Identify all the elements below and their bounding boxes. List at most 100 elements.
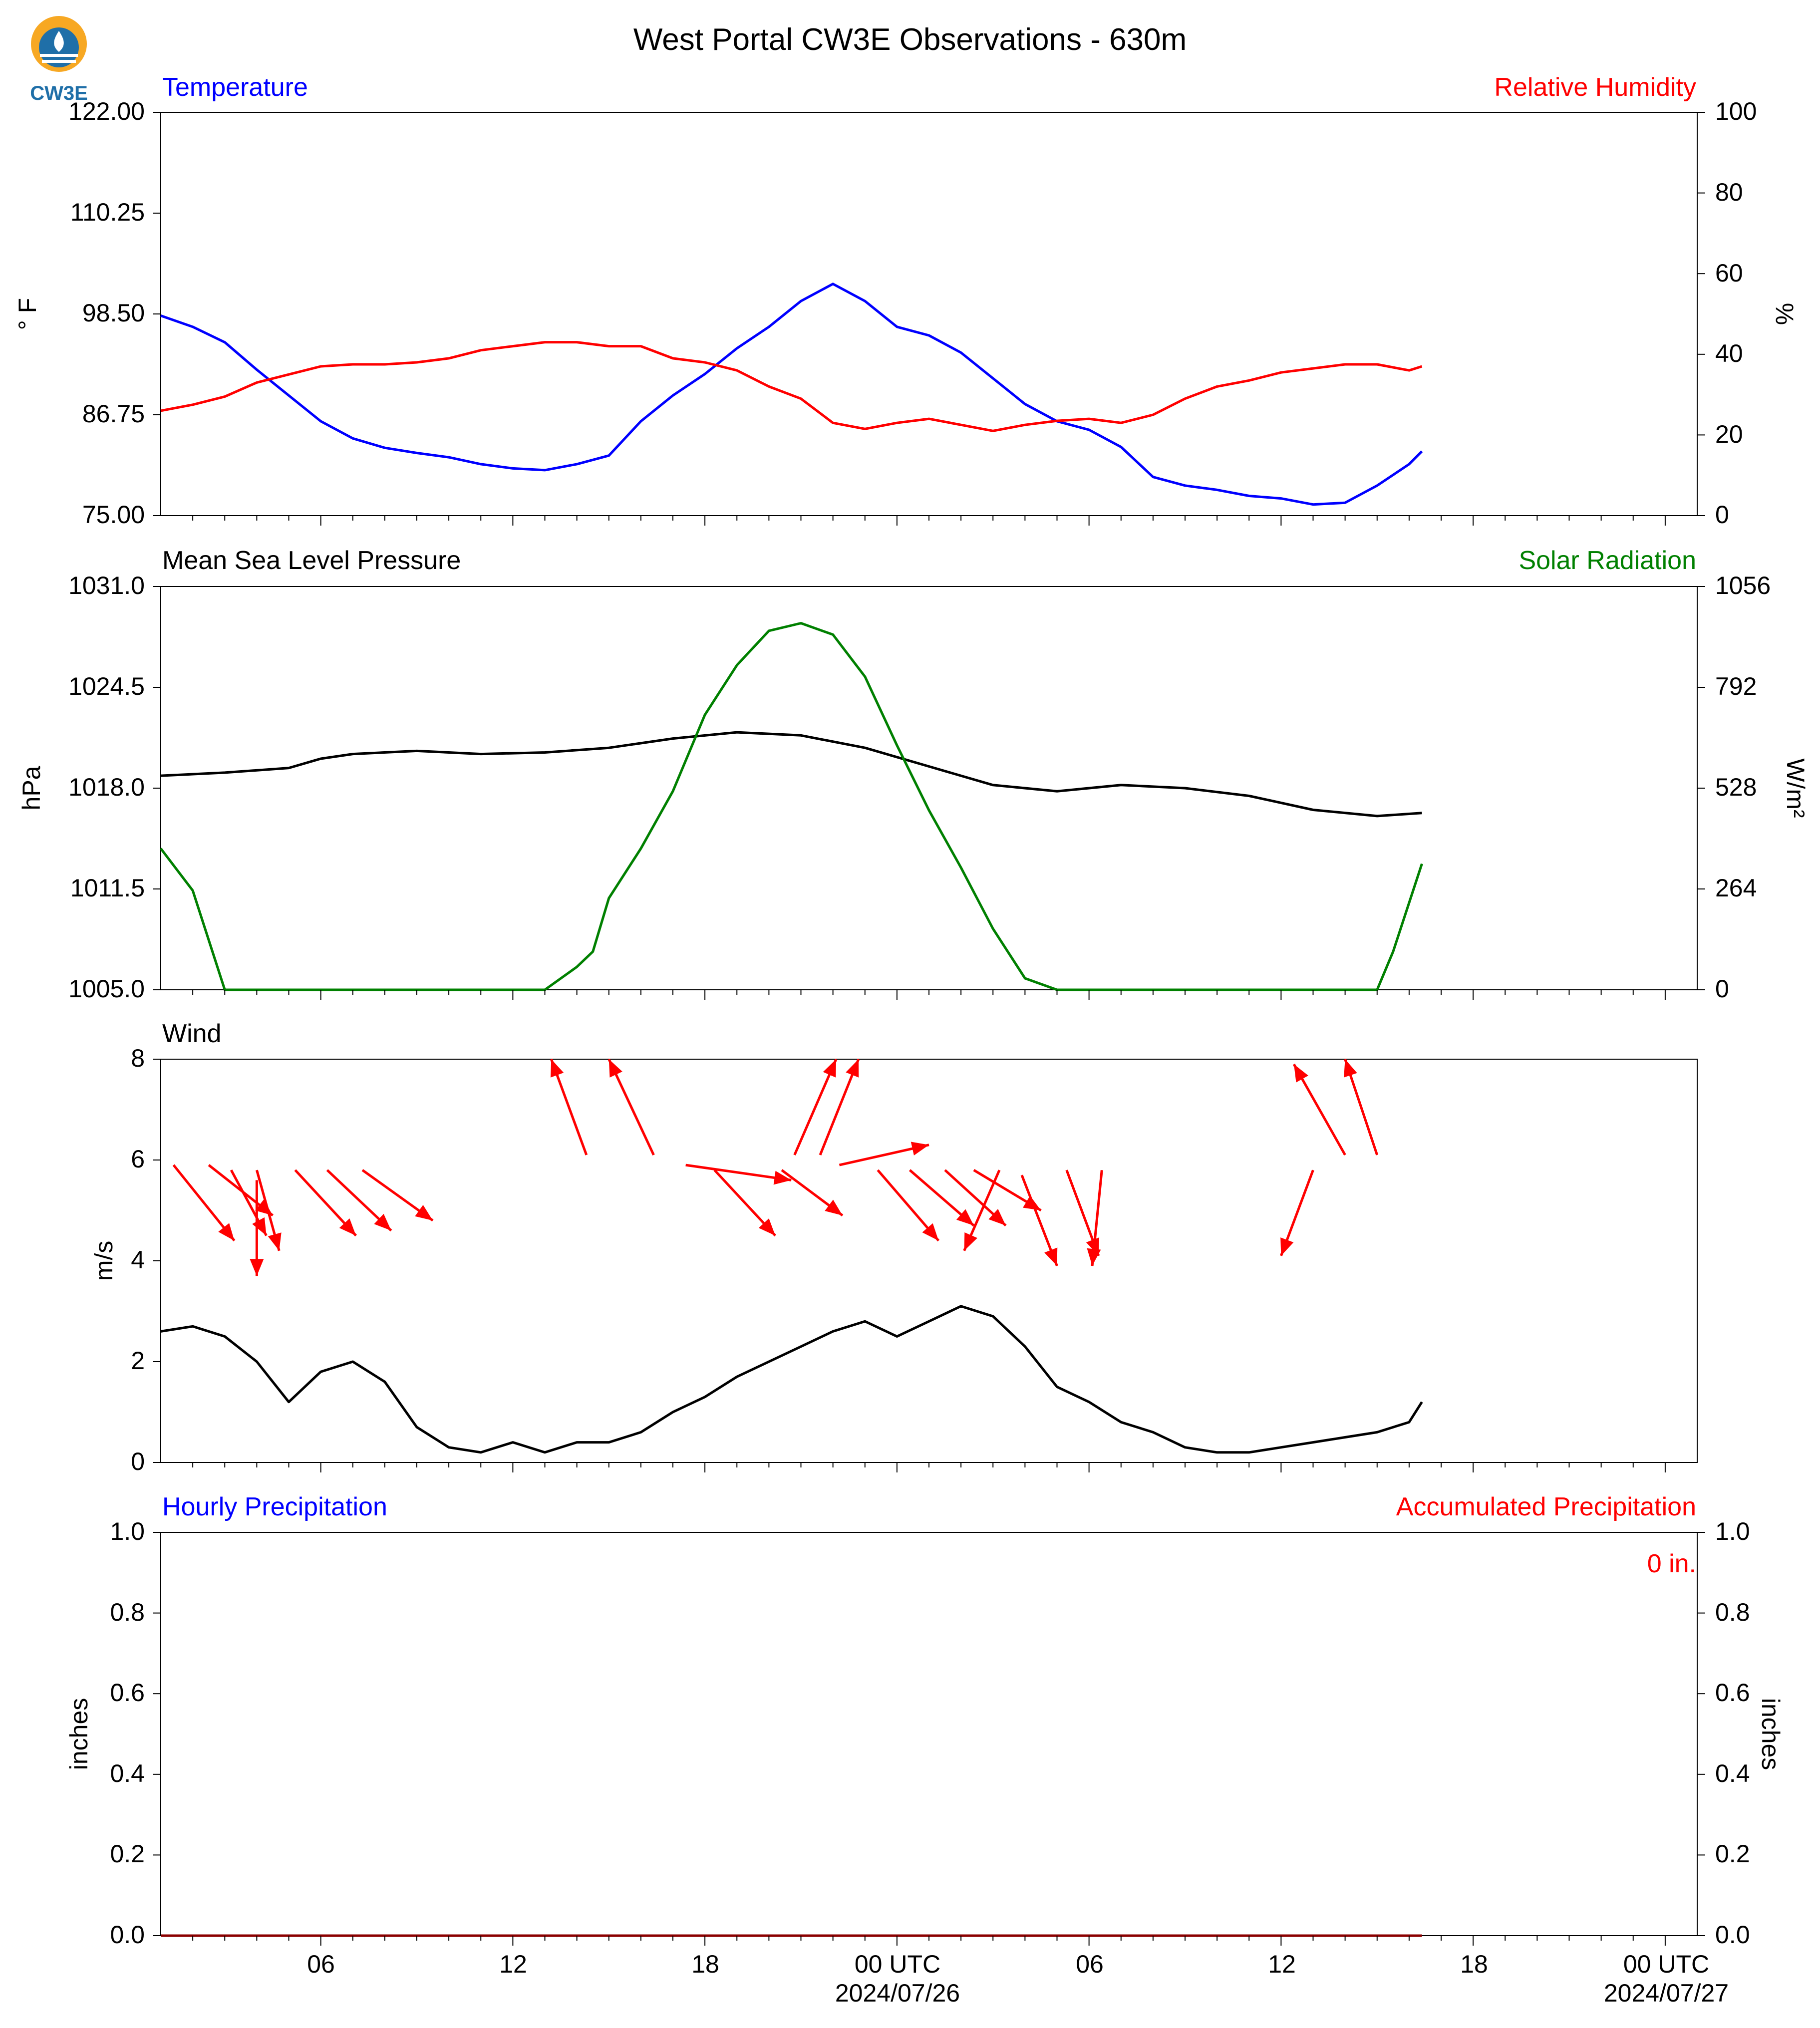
series-group [160, 1305, 1423, 1454]
wind-arrow-head [773, 1170, 792, 1185]
temperature-line [160, 283, 1423, 506]
temperature-humidity-panel: Temperature Relative Humidity ° F % 75.0… [13, 73, 1799, 529]
wind-arrow-head [1044, 1247, 1058, 1266]
wind-arrow-head [964, 1232, 977, 1251]
accumulated-precip-title: Accumulated Precipitation [1396, 1492, 1696, 1521]
x-tick-label: 12 [499, 1950, 527, 1978]
y-tick-label-right: 0.2 [1715, 1840, 1750, 1868]
wind-arrow-shaft [607, 1058, 655, 1156]
y-tick-label-right: 528 [1715, 773, 1757, 801]
wind-yticks: 0 2 4 6 8 [131, 1044, 145, 1475]
wind-arrows [172, 1058, 1379, 1276]
accum-yticks: 0.0 0.2 0.4 0.6 0.8 1.0 [1715, 1517, 1750, 1949]
panel-frame [160, 1059, 1698, 1463]
pressure-yticks: 1005.0 1011.5 1018.0 1024.5 1031.0 [68, 572, 145, 1003]
y-tick-label-right: 1.0 [1715, 1517, 1750, 1545]
y-tick-label-right: 100 [1715, 97, 1757, 125]
x-tick-labels: 06 12 18 00 UTC 2024/07/26 06 12 18 00 U… [307, 1950, 1729, 2007]
wind-arrow-head [910, 1142, 929, 1156]
x-tick-label: 12 [1268, 1950, 1296, 1978]
mean-sea-level-pressure-line [160, 731, 1422, 818]
series-group [160, 622, 1423, 991]
y-tick-label-right: 0.4 [1715, 1759, 1750, 1787]
x-tick-label: 00 UTC [855, 1950, 940, 1978]
y-tick-label: 0.4 [110, 1759, 145, 1787]
y-tick-label: 4 [131, 1246, 145, 1274]
hourly-precip-title: Hourly Precipitation [162, 1492, 387, 1521]
wind-arrow-head [1280, 1237, 1294, 1256]
humidity-axis-label: % [1771, 303, 1799, 325]
y-tick-label-right: 40 [1715, 339, 1743, 367]
wind-arrow-head [1087, 1248, 1101, 1266]
y-tick-label-right: 60 [1715, 259, 1743, 287]
y-tick-label-right: 792 [1715, 672, 1757, 700]
relative-humidity-line [160, 341, 1423, 432]
wind-arrow-shaft [685, 1163, 792, 1181]
solar-yticks: 0 264 528 792 1056 [1715, 572, 1771, 1003]
pressure-title: Mean Sea Level Pressure [162, 546, 461, 575]
cw3e-logo: CW3E [30, 16, 88, 104]
humidity-yticks: 0 20 40 60 80 100 [1715, 97, 1757, 529]
wind-title: Wind [162, 1019, 221, 1048]
y-tick-label: 1031.0 [68, 572, 145, 599]
precipitation-panel: Hourly Precipitation Accumulated Precipi… [65, 1492, 1785, 1949]
wind-arrow-head [988, 1209, 1006, 1226]
y-tick-label: 0.6 [110, 1679, 145, 1707]
wind-arrow-head [550, 1059, 564, 1078]
y-tick-label: 6 [131, 1145, 145, 1173]
y-tick-label: 1018.0 [68, 773, 145, 801]
y-tick-label-right: 0.6 [1715, 1679, 1750, 1707]
wind-arrow-head [415, 1205, 433, 1221]
x-tick-date-label: 2024/07/27 [1604, 1979, 1729, 2007]
y-tick-label-right: 0 [1715, 501, 1729, 529]
y-tick-label-right: 264 [1715, 874, 1757, 902]
y-tick-label: 98.50 [82, 299, 145, 327]
solar-radiation-line [160, 622, 1423, 991]
y-tick-label: 0.0 [110, 1921, 145, 1949]
y-tick-label-right: 80 [1715, 178, 1743, 206]
y-tick-label: 122.00 [68, 97, 145, 125]
relative-humidity-title: Relative Humidity [1494, 73, 1696, 102]
x-tick-marks [153, 112, 1705, 1946]
temperature-yticks: 75.00 86.75 98.50 110.25 122.00 [68, 97, 145, 529]
x-tick-label: 00 UTC [1623, 1950, 1709, 1978]
wind-arrow-shaft [793, 1059, 838, 1156]
wind-arrow-shaft [550, 1059, 588, 1156]
wind-arrow-head [1294, 1064, 1308, 1083]
wind-line [160, 1305, 1423, 1454]
panel-frame [160, 112, 1698, 516]
wind-axis-label: m/s [90, 1241, 118, 1281]
wind-arrow-head [218, 1223, 235, 1241]
precip-yticks: 0.0 0.2 0.4 0.6 0.8 1.0 [110, 1517, 145, 1949]
y-tick-label: 1024.5 [68, 672, 145, 700]
precip-axis-label: inches [65, 1698, 93, 1770]
pressure-axis-label: hPa [17, 766, 45, 810]
x-tick-label: 18 [1460, 1950, 1488, 1978]
figure-title: West Portal CW3E Observations - 630m [633, 22, 1187, 57]
accumulated-precip-total: 0 in. [1647, 1549, 1696, 1578]
accum-axis-label: inches [1757, 1698, 1785, 1770]
wind-arrow-head [608, 1059, 622, 1078]
y-tick-label-right: 20 [1715, 420, 1743, 448]
wind-panel: Wind m/s 0 2 4 6 8 [90, 1019, 1698, 1475]
y-tick-label: 0 [131, 1448, 145, 1475]
temperature-axis-label: ° F [13, 298, 41, 330]
wind-arrow-head [250, 1259, 264, 1276]
wind-arrow-head [922, 1223, 939, 1241]
wind-arrow-head [268, 1232, 282, 1251]
logo-text: CW3E [30, 82, 88, 104]
solar-axis-label: W/m² [1782, 758, 1810, 818]
series-group [160, 283, 1423, 506]
y-tick-label: 1005.0 [68, 975, 145, 1003]
y-tick-label-right: 0 [1715, 975, 1729, 1003]
wind-arrow-head [252, 1217, 267, 1236]
y-tick-label: 0.8 [110, 1598, 145, 1626]
wind-arrow-head [374, 1213, 391, 1231]
wind-arrow-head [846, 1059, 859, 1078]
wind-arrow-head [339, 1218, 356, 1236]
y-tick-label: 86.75 [82, 400, 145, 428]
y-tick-label-right: 0.0 [1715, 1921, 1750, 1949]
y-tick-label: 8 [131, 1044, 145, 1072]
x-tick-label: 06 [1076, 1950, 1104, 1978]
wind-arrow-shaft [1292, 1063, 1346, 1156]
